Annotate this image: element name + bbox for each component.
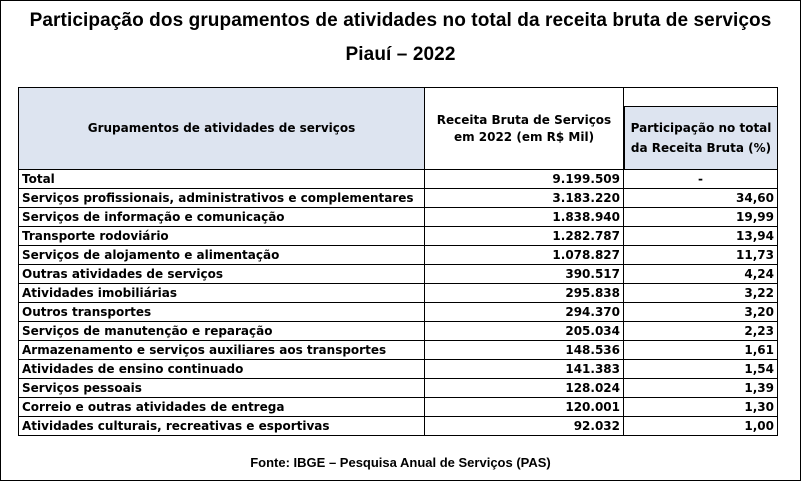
row-group-name: Serviços de manutenção e reparação: [18, 321, 425, 341]
row-revenue: 1.078.827: [424, 245, 624, 265]
row-group-name: Atividades imobiliárias: [18, 283, 425, 303]
table-row: Correio e outras atividades de entrega 12…: [18, 397, 778, 417]
row-share: 13,94: [623, 226, 778, 246]
row-share: 1,00: [623, 416, 778, 436]
table-row: Armazenamento e serviços auxiliares aos …: [18, 340, 778, 360]
row-revenue: 205.034: [424, 321, 624, 341]
row-revenue: 1.838.940: [424, 207, 624, 227]
row-revenue: 294.370: [424, 302, 624, 322]
row-group-name: Outros transportes: [18, 302, 425, 322]
row-revenue: 92.032: [424, 416, 624, 436]
row-revenue: 128.024: [424, 378, 624, 398]
table-row: Serviços pessoais 128.024 1,39: [18, 378, 778, 398]
table-row: Transporte rodoviário 1.282.787 13,94: [18, 226, 778, 246]
row-revenue: 295.838: [424, 283, 624, 303]
row-revenue: 1.282.787: [424, 226, 624, 246]
row-share: 11,73: [623, 245, 778, 265]
row-group-name: Serviços de informação e comunicação: [18, 207, 425, 227]
row-group-name: Serviços de alojamento e alimentação: [18, 245, 425, 265]
row-group-name: Correio e outras atividades de entrega: [18, 397, 425, 417]
row-share: 4,24: [623, 264, 778, 284]
row-share: 1,39: [623, 378, 778, 398]
row-share: -: [623, 169, 778, 189]
row-share: 34,60: [623, 188, 778, 208]
row-group-name: Atividades de ensino continuado: [18, 359, 425, 379]
header-revenue: Receita Bruta de Serviços em 2022 (em R$…: [424, 87, 624, 170]
row-group-name: Outras atividades de serviços: [18, 264, 425, 284]
row-share: 1,54: [623, 359, 778, 379]
row-group-name: Total: [18, 169, 425, 189]
row-share: 1,30: [623, 397, 778, 417]
row-share: 19,99: [623, 207, 778, 227]
table-row: Total 9.199.509-: [18, 169, 778, 189]
table-row: Atividades culturais, recreativas e espo…: [18, 416, 778, 436]
table-row: Serviços de informação e comunicação 1.83…: [18, 207, 778, 227]
title-line-1: Participação dos grupamentos de atividad…: [29, 10, 772, 31]
table-body: Total 9.199.509- Serviços profissionais, a…: [18, 169, 778, 436]
header-share-cell: Participação no total da Receita Bruta (…: [623, 87, 778, 170]
row-group-name: Armazenamento e serviços auxiliares aos …: [18, 340, 425, 360]
row-group-name: Serviços profissionais, administrativos …: [18, 188, 425, 208]
source-note: Fonte: IBGE – Pesquisa Anual de Serviços…: [250, 455, 551, 470]
row-revenue: 3.183.220: [424, 188, 624, 208]
row-revenue: 120.001: [424, 397, 624, 417]
row-group-name: Serviços pessoais: [18, 378, 425, 398]
header-share: Participação no total da Receita Bruta (…: [624, 106, 777, 169]
title-line-2: Piauí – 2022: [345, 44, 456, 65]
row-share: 3,20: [623, 302, 778, 322]
row-group-name: Transporte rodoviário: [18, 226, 425, 246]
row-group-name: Atividades culturais, recreativas e espo…: [18, 416, 425, 436]
table-row: Atividades imobiliárias 295.838 3,22: [18, 283, 778, 303]
row-revenue: 9.199.509: [424, 169, 624, 189]
row-share: 3,22: [623, 283, 778, 303]
table-row: Serviços profissionais, administrativos …: [18, 188, 778, 208]
table-row: Outras atividades de serviços 390.517 4,24: [18, 264, 778, 284]
revenue-table: Grupamentos de atividades de serviços Re…: [18, 87, 778, 436]
row-revenue: 148.536: [424, 340, 624, 360]
table-row: Atividades de ensino continuado 141.383 1,…: [18, 359, 778, 379]
row-revenue: 390.517: [424, 264, 624, 284]
row-share: 2,23: [623, 321, 778, 341]
row-share: 1,61: [623, 340, 778, 360]
table-row: Serviços de manutenção e reparação 205.03…: [18, 321, 778, 341]
table-row: Serviços de alojamento e alimentação 1.07…: [18, 245, 778, 265]
table-row: Outros transportes 294.370 3,20: [18, 302, 778, 322]
header-group: Grupamentos de atividades de serviços: [18, 87, 425, 170]
row-revenue: 141.383: [424, 359, 624, 379]
